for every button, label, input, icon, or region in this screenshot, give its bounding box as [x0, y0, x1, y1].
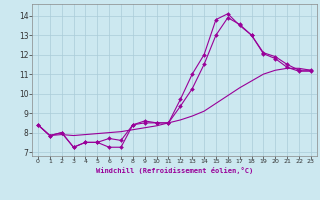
X-axis label: Windchill (Refroidissement éolien,°C): Windchill (Refroidissement éolien,°C): [96, 167, 253, 174]
